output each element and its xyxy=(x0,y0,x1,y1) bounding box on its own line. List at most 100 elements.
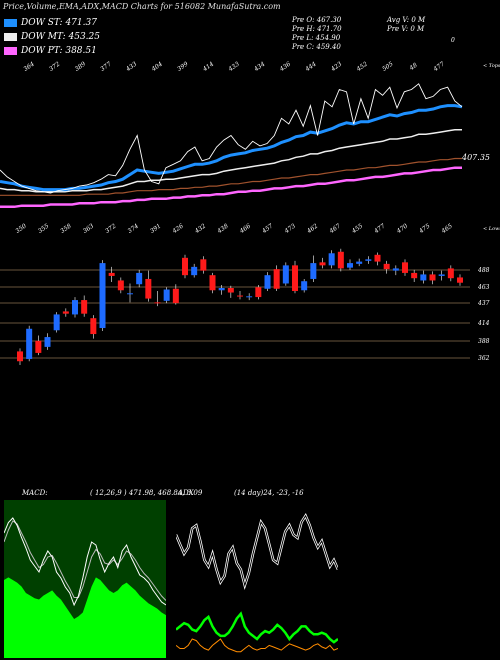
bottom-tick-label: 391 xyxy=(149,223,162,235)
candle-body xyxy=(62,311,69,314)
candle-body xyxy=(53,314,60,331)
bottom-tick-label: 470 xyxy=(395,223,409,236)
price-tag: 407.35 xyxy=(461,153,490,162)
macd-line xyxy=(4,517,166,607)
top-tick-label: 433 xyxy=(227,61,241,74)
bottom-tick-label: 363 xyxy=(82,223,96,235)
candle-body xyxy=(319,262,326,266)
ema-pt-line xyxy=(0,166,462,209)
candle-body xyxy=(402,262,408,273)
candle-body xyxy=(81,300,88,314)
top-tick-label: 423 xyxy=(329,61,343,74)
legend-label-pt: DOW PT: 388.51 xyxy=(21,46,97,56)
candle-body xyxy=(310,263,317,279)
price-axis-label: 463 xyxy=(477,284,490,291)
top-tick-label: 477 xyxy=(432,61,446,74)
prev-close: Pre C: 459.40 xyxy=(292,43,341,51)
bottom-tick-label: 475 xyxy=(417,223,431,236)
adx-line-outer xyxy=(176,513,338,590)
macd-label: MACD: xyxy=(22,489,48,497)
candle-body xyxy=(392,268,399,271)
macd-signal-line xyxy=(4,520,166,601)
legend-label-mt: DOW MT: 453.25 xyxy=(21,32,100,42)
top-tick-label: 505 xyxy=(381,61,395,73)
macd-histogram xyxy=(4,577,166,658)
candle-body xyxy=(35,340,42,353)
top-tick-label: 444 xyxy=(303,61,317,74)
top-tick-label: 377 xyxy=(99,61,113,73)
legend-dow-mt: DOW MT: 453.25 xyxy=(4,32,100,42)
bottom-tick-label: 455 xyxy=(350,223,364,236)
candle-body xyxy=(127,293,133,295)
ema-mt-line xyxy=(0,129,462,193)
top-tick-label: 436 xyxy=(278,61,292,74)
candle-body xyxy=(218,288,225,291)
macd-chart xyxy=(4,500,166,658)
candle-body xyxy=(72,300,78,315)
candle-body xyxy=(411,272,418,279)
lows-tag: < Lows xyxy=(483,226,500,232)
top-tick-label: 452 xyxy=(355,61,369,74)
candle-body xyxy=(44,337,51,347)
candle-body xyxy=(301,281,308,291)
bottom-tick-label: 350 xyxy=(14,223,28,235)
candle-body xyxy=(191,266,198,276)
candle-body xyxy=(292,265,298,292)
candle-body xyxy=(227,288,234,293)
candle-body xyxy=(99,263,106,329)
stray-mark: 0 xyxy=(451,37,455,44)
price-axis-label: 414 xyxy=(477,320,490,327)
candle-body xyxy=(365,259,372,261)
candle-body xyxy=(145,278,152,299)
adx-minus-di-line xyxy=(176,638,338,653)
candle-body xyxy=(26,328,33,359)
prev-high: Pre H: 471.70 xyxy=(292,25,342,33)
candle-body xyxy=(237,295,243,297)
ema-panel: 364 372 389 377 433 404 399 414 433 434 436 444 423 4… xyxy=(0,61,500,209)
candle-body xyxy=(90,318,97,335)
price-axis-label: 437 xyxy=(477,300,490,307)
bottom-tick-label: 426 xyxy=(171,223,185,236)
top-tick-label: 404 xyxy=(150,61,164,74)
candle-body xyxy=(182,257,188,276)
tops-tag: < Tops xyxy=(483,63,500,69)
bottom-tick-label: 432 xyxy=(193,223,207,236)
bottom-tick-label: 374 xyxy=(127,223,141,235)
candle-body xyxy=(117,280,124,291)
top-tick-label: 372 xyxy=(48,61,62,73)
legend-dow-pt: DOW PT: 388.51 xyxy=(4,46,97,56)
price-axis-label: 388 xyxy=(478,338,490,345)
bottom-tick-label: 355 xyxy=(37,223,51,235)
adx-chart xyxy=(176,513,338,653)
legend-label-st: DOW ST: 471.37 xyxy=(21,18,97,28)
adx-plus-di-line xyxy=(176,611,338,644)
candle-body xyxy=(246,296,253,298)
top-tick-label: 414 xyxy=(201,61,215,74)
bottom-tick-label: 462 xyxy=(305,223,319,236)
candle-body xyxy=(282,265,289,284)
prev-open: Pre O: 467.30 xyxy=(292,16,342,24)
top-tick-label: 389 xyxy=(74,61,88,73)
top-tick-label: 364 xyxy=(22,61,36,73)
adx-line-inner xyxy=(176,514,338,588)
candle-body xyxy=(200,259,207,271)
bottom-tick-label: 465 xyxy=(440,223,454,236)
candlestick-panel: 350 355 358 363 372 374 391 426 432 438 466 457 473 4… xyxy=(0,223,500,365)
adx-params: (14 day)24, -23, -16 xyxy=(234,489,304,497)
candle-body xyxy=(337,251,344,269)
bottom-tick-label: 438 xyxy=(215,223,229,236)
candle-body xyxy=(347,263,353,268)
legend-swatch-pt xyxy=(4,47,17,55)
legend-swatch-mt xyxy=(4,33,17,41)
candle-body xyxy=(457,277,463,283)
avg-volume: Avg V: 0 M xyxy=(387,16,426,24)
prev-low: Pre L: 454.90 xyxy=(292,34,341,42)
chart-title: Price,Volume,EMA,ADX,MACD Charts for 516… xyxy=(3,2,281,11)
candle-body xyxy=(273,269,280,289)
candle-body xyxy=(136,272,143,285)
bottom-tick-label: 473 xyxy=(283,223,297,236)
candle-body xyxy=(420,274,427,281)
bottom-tick-label: 457 xyxy=(260,223,274,236)
candle-body xyxy=(438,274,445,276)
candle-body xyxy=(447,268,454,279)
